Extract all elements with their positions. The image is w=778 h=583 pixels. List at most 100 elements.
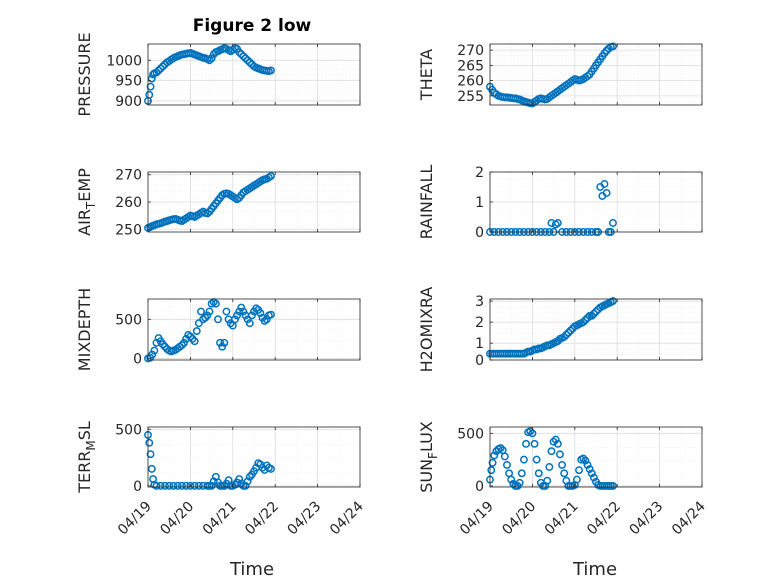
x-tick-label: 04/20 [157, 499, 197, 539]
x-tick-label: 04/21 [200, 499, 240, 539]
y-tick-label: 0 [133, 479, 142, 495]
data-point [146, 82, 155, 91]
x-tick-label: 04/22 [242, 499, 282, 539]
data-point [487, 466, 496, 475]
data-point [190, 481, 199, 490]
data-point [560, 469, 569, 478]
y-tick-label: 2 [475, 165, 484, 181]
axes-box [147, 426, 361, 488]
y-tick-label: 260 [115, 195, 142, 211]
data-point [488, 458, 497, 467]
subplot-1: 900 950 1000 PRESSURE [75, 32, 361, 117]
data-point [267, 172, 275, 181]
data-point [564, 328, 573, 337]
data-point [156, 64, 165, 73]
y-axis-label: H2OMIXRA [417, 287, 436, 373]
x-tick-label: 04/24 [327, 498, 367, 538]
x-axis-label-right: Time [572, 559, 617, 580]
data-point [500, 452, 509, 461]
y-tick-label: 265 [457, 58, 484, 74]
data-point [583, 460, 592, 469]
data-point [245, 472, 254, 481]
data-point [216, 338, 225, 347]
data-point [235, 307, 244, 316]
y-axis-label: SUNFLUX [417, 421, 440, 493]
y-axis-label: TERRMSL [75, 421, 98, 494]
data-point [192, 327, 201, 336]
data-point [222, 307, 231, 316]
data-point [558, 460, 567, 469]
data-point [551, 435, 560, 444]
data-point [267, 464, 275, 473]
data-point [589, 473, 598, 482]
y-axis-label: THETA [417, 49, 436, 101]
data-point [528, 429, 537, 438]
data-point [147, 464, 156, 473]
data-point [194, 319, 203, 328]
data-point [566, 326, 575, 335]
subplot-4: 0 1 2 RAINFALL [417, 165, 703, 241]
axes-box [147, 43, 361, 106]
y-tick-label: 500 [115, 422, 142, 438]
subplot-8: 0 500 SUNFLUX 04/19 04/20 04/21 04/22 04/23 04/2… [417, 421, 709, 538]
data-point [152, 68, 161, 77]
data-point [214, 315, 222, 324]
data-point [230, 315, 239, 324]
y-tick-label: 500 [457, 426, 484, 442]
data-point [530, 439, 539, 448]
x-tick-label: 04/23 [627, 499, 667, 539]
data-point [243, 477, 252, 486]
data-point [581, 316, 590, 324]
subplot-3: 250 260 270 AIRTEMP [75, 168, 361, 238]
data-point [579, 318, 588, 327]
data-point [572, 475, 581, 484]
data-point [207, 54, 216, 63]
y-tick-label: 0 [475, 479, 484, 495]
data-point [241, 54, 250, 63]
y-tick-label: 500 [115, 312, 142, 328]
data-point [581, 456, 590, 465]
data-point [182, 481, 191, 490]
y-tick-label: 260 [457, 74, 484, 90]
figure-title: Figure 2 low [193, 16, 312, 36]
data-point [579, 454, 588, 463]
y-tick-label: 270 [457, 43, 484, 59]
data-point [205, 307, 214, 316]
data-point [161, 481, 169, 490]
y-tick-label: 270 [115, 168, 142, 184]
data-point [534, 469, 543, 478]
y-tick-label: 1 [475, 195, 484, 211]
data-point [609, 297, 617, 306]
data-point [245, 58, 254, 67]
data-point [190, 337, 199, 346]
data-point [207, 481, 216, 490]
data-point [150, 346, 159, 355]
data-point [519, 455, 528, 464]
data-point [203, 209, 212, 218]
x-tick-label: 04/23 [285, 499, 325, 539]
data-point [186, 481, 195, 490]
y-tick-label: 1000 [106, 53, 142, 69]
data-point [587, 469, 596, 478]
data-point [267, 66, 275, 75]
data-point [239, 52, 248, 61]
data-point [609, 42, 617, 51]
data-point [145, 90, 154, 99]
data-point [145, 438, 154, 447]
data-point [583, 313, 592, 322]
y-tick-label: 255 [457, 89, 484, 105]
data-point [235, 475, 244, 484]
data-point [587, 311, 596, 320]
x-tick-label: 04/22 [584, 499, 624, 539]
data-point [233, 311, 241, 320]
data-point [549, 437, 558, 446]
axes-box [147, 298, 361, 361]
subplot-7: 0 500 TERRMSL 04/19 04/20 04/21 04/22 04/23 04/2… [75, 421, 367, 538]
y-tick-label: 0 [133, 351, 142, 367]
y-axis-label: MIXDEPTH [75, 288, 94, 371]
data-point [545, 463, 554, 471]
data-point [173, 481, 182, 490]
